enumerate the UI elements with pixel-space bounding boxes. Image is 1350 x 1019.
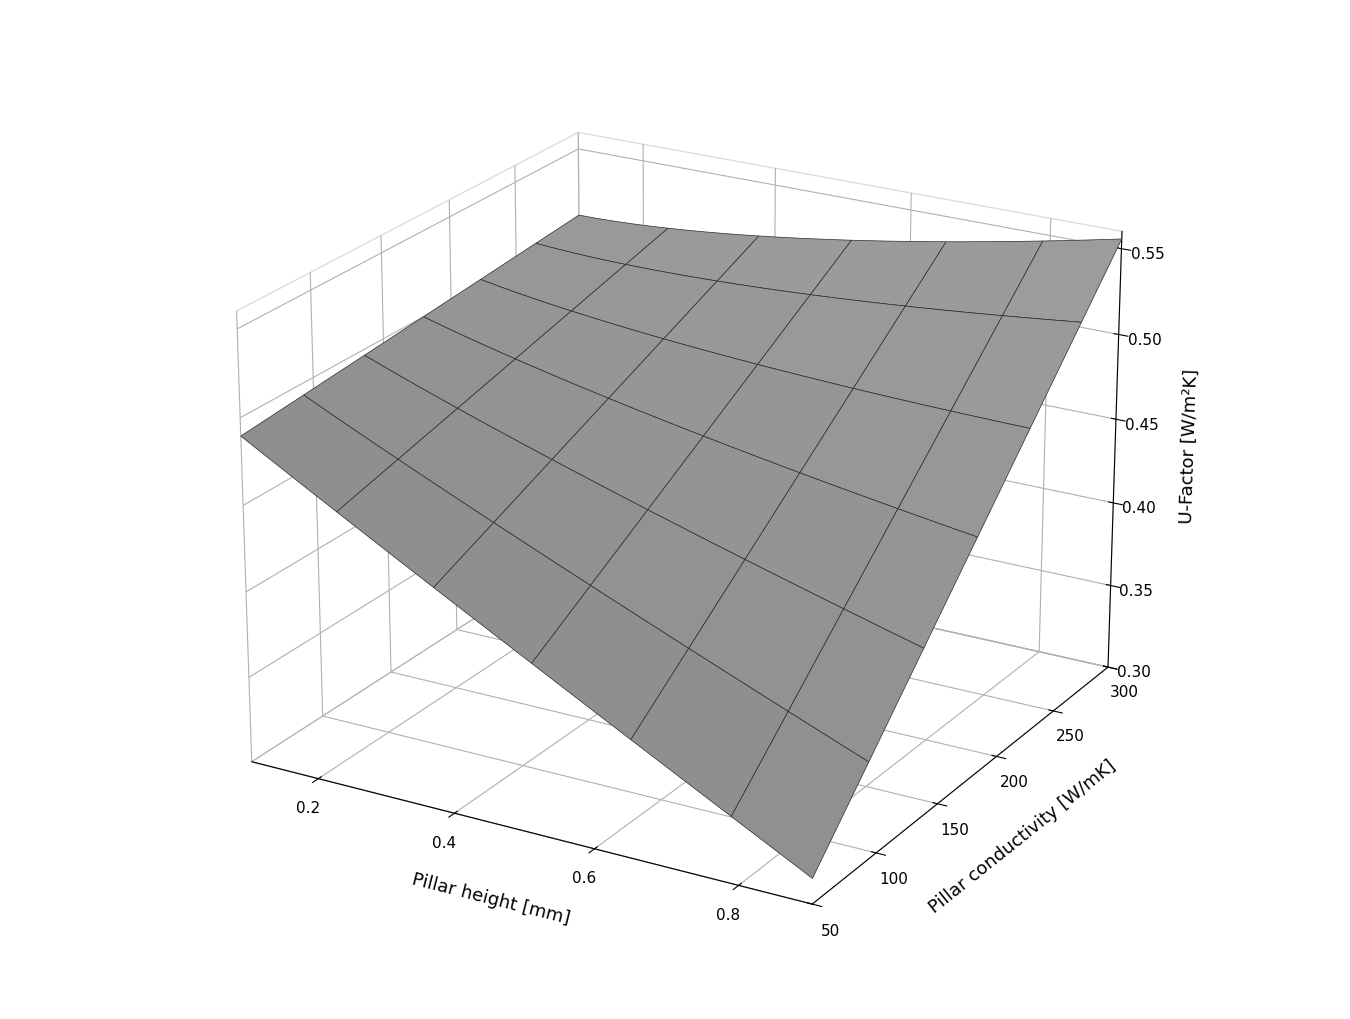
Y-axis label: Pillar conductivity [W/mK]: Pillar conductivity [W/mK] <box>925 756 1119 916</box>
X-axis label: Pillar height [mm]: Pillar height [mm] <box>410 870 572 927</box>
